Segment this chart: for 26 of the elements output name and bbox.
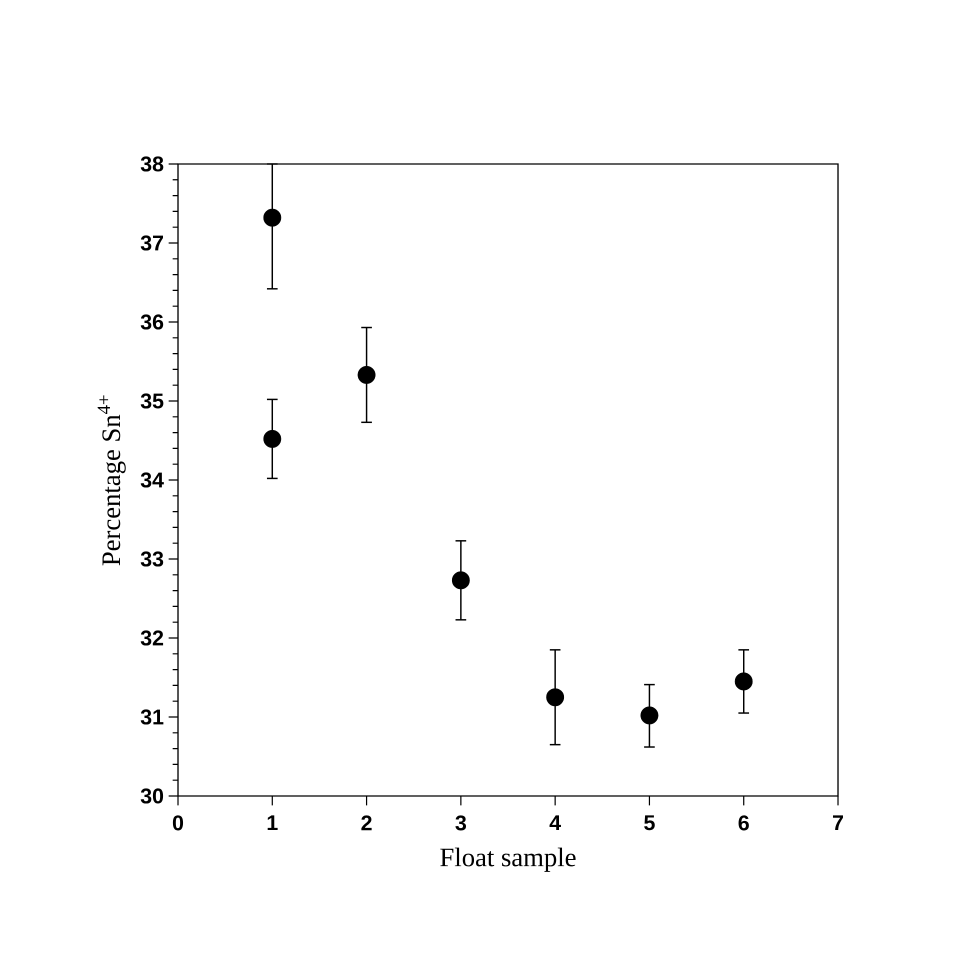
y-tick-label: 38 xyxy=(140,156,164,172)
point xyxy=(734,672,753,690)
x-tick-label: 0 xyxy=(172,815,184,830)
x-tick-label: 4 xyxy=(550,815,561,830)
y-axis-title: Percentage Sn$^{4+}$ xyxy=(98,395,126,566)
x-tick-label: 3 xyxy=(455,815,466,830)
point xyxy=(546,688,564,706)
x-axis-title: Float sample xyxy=(440,848,576,872)
x-tick-label: 7 xyxy=(832,815,843,830)
x-tick-label: 1 xyxy=(268,815,278,830)
y-tick-label: 32 xyxy=(140,630,164,646)
x-tick-label: 5 xyxy=(644,815,655,830)
y-tick-label: 37 xyxy=(140,235,164,251)
y-tick-label: 30 xyxy=(140,788,164,804)
point xyxy=(358,366,376,384)
point xyxy=(640,706,658,724)
y-tick-label: 35 xyxy=(140,393,164,409)
point xyxy=(263,208,282,227)
y-tick-label: 34 xyxy=(140,472,164,488)
y-tick-label: 31 xyxy=(140,709,164,725)
x-tick-label: 6 xyxy=(738,815,749,830)
y-tick-label: 36 xyxy=(140,314,164,330)
point xyxy=(263,430,282,448)
x-tick-label: 2 xyxy=(361,815,372,830)
point xyxy=(452,571,470,590)
y-tick-label: 33 xyxy=(140,551,164,567)
